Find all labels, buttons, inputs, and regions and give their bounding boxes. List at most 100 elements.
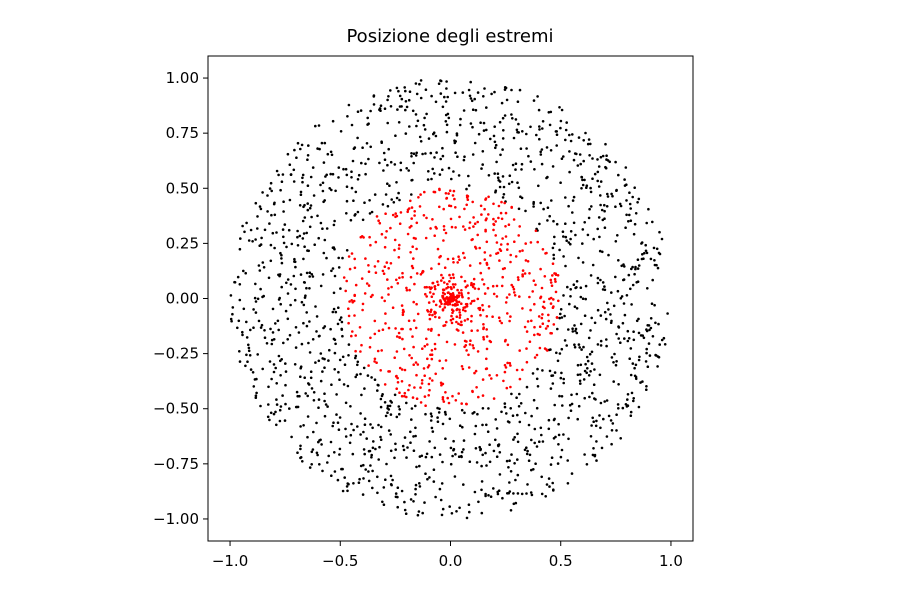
point: [254, 282, 257, 286]
point: [405, 401, 408, 405]
point: [449, 292, 452, 296]
point: [453, 475, 457, 478]
point: [390, 285, 393, 289]
point: [436, 420, 440, 424]
point: [485, 335, 489, 338]
point: [648, 328, 651, 332]
point: [308, 287, 311, 290]
point: [472, 225, 475, 228]
point: [374, 240, 378, 244]
point: [614, 363, 618, 367]
point: [509, 253, 512, 257]
point: [458, 311, 462, 314]
point: [376, 475, 379, 479]
point: [384, 312, 387, 315]
point: [642, 336, 646, 340]
point: [645, 351, 648, 355]
point: [479, 121, 482, 124]
point: [453, 296, 456, 299]
point: [605, 435, 609, 438]
point: [402, 448, 406, 452]
point: [431, 313, 434, 317]
point: [497, 216, 500, 220]
point: [562, 255, 565, 258]
point: [574, 329, 577, 333]
point: [410, 407, 414, 410]
point: [622, 263, 625, 266]
point: [502, 129, 505, 132]
point: [569, 230, 573, 233]
point: [367, 157, 370, 161]
point: [452, 189, 456, 193]
point: [560, 157, 564, 160]
point: [497, 444, 500, 448]
point: [536, 367, 539, 371]
point: [492, 217, 495, 221]
point: [524, 242, 527, 245]
point: [538, 222, 541, 226]
point: [453, 303, 457, 307]
point: [414, 326, 418, 330]
point: [618, 202, 622, 206]
point: [441, 396, 445, 399]
point: [494, 234, 498, 237]
point: [258, 269, 262, 272]
point: [386, 121, 390, 125]
point: [415, 92, 419, 96]
point: [567, 241, 571, 244]
point: [430, 327, 433, 331]
point: [403, 508, 407, 512]
point: [403, 500, 406, 504]
point: [612, 380, 615, 383]
point: [530, 414, 533, 418]
point: [527, 459, 531, 463]
point: [461, 91, 465, 94]
point: [517, 405, 521, 408]
point: [649, 326, 653, 330]
point: [506, 343, 510, 347]
point: [470, 99, 474, 103]
point: [634, 363, 638, 367]
point: [401, 275, 404, 279]
point: [237, 319, 241, 323]
point: [624, 166, 628, 169]
point: [420, 379, 424, 382]
point: [438, 487, 442, 491]
point: [418, 464, 421, 468]
point: [526, 320, 530, 323]
point: [619, 437, 622, 440]
point: [415, 151, 419, 155]
point: [495, 295, 499, 298]
point: [379, 425, 383, 429]
point: [446, 95, 450, 99]
point: [487, 494, 490, 497]
point: [399, 161, 403, 165]
point: [630, 391, 634, 395]
point: [660, 237, 664, 241]
point: [569, 288, 572, 291]
point: [598, 235, 601, 239]
point: [300, 143, 304, 147]
point: [493, 125, 497, 128]
point: [460, 302, 463, 306]
point: [239, 237, 242, 240]
point: [521, 130, 524, 133]
point: [238, 350, 241, 353]
point: [415, 397, 419, 401]
point: [592, 237, 595, 241]
point: [393, 163, 397, 166]
point: [646, 287, 649, 290]
point: [460, 455, 463, 459]
point: [350, 186, 354, 190]
point: [572, 195, 576, 199]
point: [536, 240, 539, 244]
point: [494, 143, 498, 147]
point: [406, 446, 409, 449]
point: [337, 370, 340, 374]
point: [230, 319, 233, 323]
point: [369, 423, 372, 426]
point: [433, 342, 437, 346]
point: [254, 394, 258, 398]
point: [619, 204, 623, 208]
point: [370, 376, 373, 379]
